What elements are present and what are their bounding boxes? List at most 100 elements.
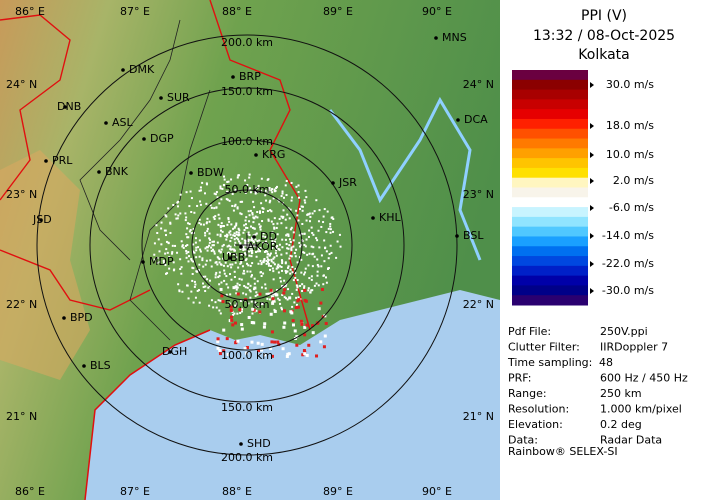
echo-pixel xyxy=(179,268,182,271)
scale-swatch xyxy=(512,158,588,169)
echo-pixel xyxy=(275,226,278,229)
echo-pixel xyxy=(289,254,292,257)
echo-pixel xyxy=(234,341,238,345)
echo-pixel xyxy=(204,234,207,237)
echo-pixel xyxy=(245,293,248,296)
echo-pixel xyxy=(249,191,252,194)
echo-pixel xyxy=(242,245,245,248)
echo-pixel xyxy=(266,210,269,213)
echo-pixel xyxy=(275,293,279,297)
echo-pixel xyxy=(215,191,218,194)
echo-pixel xyxy=(238,240,241,243)
echo-pixel xyxy=(326,210,329,213)
echo-pixel xyxy=(217,223,220,226)
city-label: JSD xyxy=(32,213,52,226)
echo-pixel xyxy=(186,236,189,239)
echo-pixel xyxy=(316,258,319,261)
echo-pixel xyxy=(248,173,251,176)
echo-pixel xyxy=(301,353,305,357)
echo-pixel xyxy=(319,340,323,344)
echo-pixel xyxy=(311,331,315,335)
echo-pixel xyxy=(248,220,251,223)
echo-pixel xyxy=(232,209,235,212)
city-label: AKOR xyxy=(247,240,278,253)
echo-pixel xyxy=(300,258,303,261)
echo-pixel xyxy=(255,255,258,258)
echo-pixel xyxy=(277,263,280,266)
echo-pixel xyxy=(301,290,304,293)
echo-pixel xyxy=(223,272,226,275)
echo-pixel xyxy=(201,259,204,262)
echo-pixel xyxy=(267,253,270,256)
echo-pixel xyxy=(243,252,246,255)
range-label: 150.0 km xyxy=(221,85,273,98)
info-value: 250V.ppi xyxy=(600,325,648,338)
echo-pixel xyxy=(260,286,263,289)
echo-pixel xyxy=(243,229,246,232)
echo-pixel xyxy=(209,204,212,207)
info-table: Pdf File: 250V.ppi Clutter Filter: IIRDoppl… xyxy=(507,325,688,447)
echo-pixel xyxy=(307,343,311,347)
echo-pixel xyxy=(226,252,229,255)
echo-pixel xyxy=(254,238,257,241)
echo-pixel xyxy=(206,249,209,252)
scale-arrow xyxy=(590,152,594,158)
echo-pixel xyxy=(199,248,202,251)
echo-pixel xyxy=(210,299,213,302)
echo-pixel xyxy=(273,190,276,193)
echo-pixel xyxy=(256,280,259,283)
echo-pixel xyxy=(204,192,207,195)
echo-pixel xyxy=(253,282,256,285)
echo-pixel xyxy=(192,260,195,263)
echo-pixel xyxy=(244,240,247,243)
echo-pixel xyxy=(212,244,215,247)
echo-pixel xyxy=(245,258,248,261)
echo-pixel xyxy=(272,278,275,281)
echo-pixel xyxy=(184,212,187,215)
echo-pixel xyxy=(241,200,244,203)
echo-pixel xyxy=(235,233,238,236)
echo-pixel xyxy=(179,258,182,261)
city-dot xyxy=(239,442,243,446)
scale-swatch xyxy=(512,216,588,228)
echo-pixel xyxy=(279,302,282,305)
echo-pixel xyxy=(214,276,217,279)
echo-pixel xyxy=(275,254,278,257)
echo-pixel xyxy=(242,231,245,234)
echo-pixel xyxy=(311,212,314,215)
echo-pixel xyxy=(320,254,323,257)
echo-pixel xyxy=(250,252,253,255)
echo-pixel xyxy=(191,266,194,269)
echo-pixel xyxy=(266,261,269,264)
echo-pixel xyxy=(284,218,287,221)
echo-pixel xyxy=(249,225,252,228)
echo-pixel xyxy=(296,261,299,264)
echo-pixel xyxy=(229,305,233,309)
panel-site: Kolkata xyxy=(578,47,629,63)
range-label: 150.0 km xyxy=(221,401,273,414)
echo-pixel xyxy=(223,178,226,181)
echo-pixel xyxy=(208,304,211,307)
echo-pixel xyxy=(278,299,281,302)
map-labels: 50.0 km 100.0 km 150.0 km 200.0 km 50.0 km 10… xyxy=(6,5,494,498)
echo-pixel xyxy=(285,354,289,358)
echo-pixel xyxy=(242,249,245,252)
echo-pixel xyxy=(198,263,201,266)
echo-pixel xyxy=(227,286,230,289)
echo-pixel xyxy=(204,231,207,234)
scale-swatch xyxy=(512,138,588,149)
echo-pixel xyxy=(285,243,288,246)
echo-pixel xyxy=(281,192,284,195)
echo-pixel xyxy=(222,264,225,267)
echo-pixel xyxy=(172,261,175,264)
echo-pixel xyxy=(232,227,235,230)
echo-pixel xyxy=(245,242,248,245)
echo-pixel xyxy=(171,252,174,255)
echo-pixel xyxy=(245,351,249,355)
echo-pixel xyxy=(195,246,198,249)
echo-pixel xyxy=(236,292,240,296)
echo-pixel xyxy=(230,248,233,251)
echo-pixel xyxy=(304,201,307,204)
echo-pixel xyxy=(267,259,270,262)
echo-pixel xyxy=(248,254,251,257)
